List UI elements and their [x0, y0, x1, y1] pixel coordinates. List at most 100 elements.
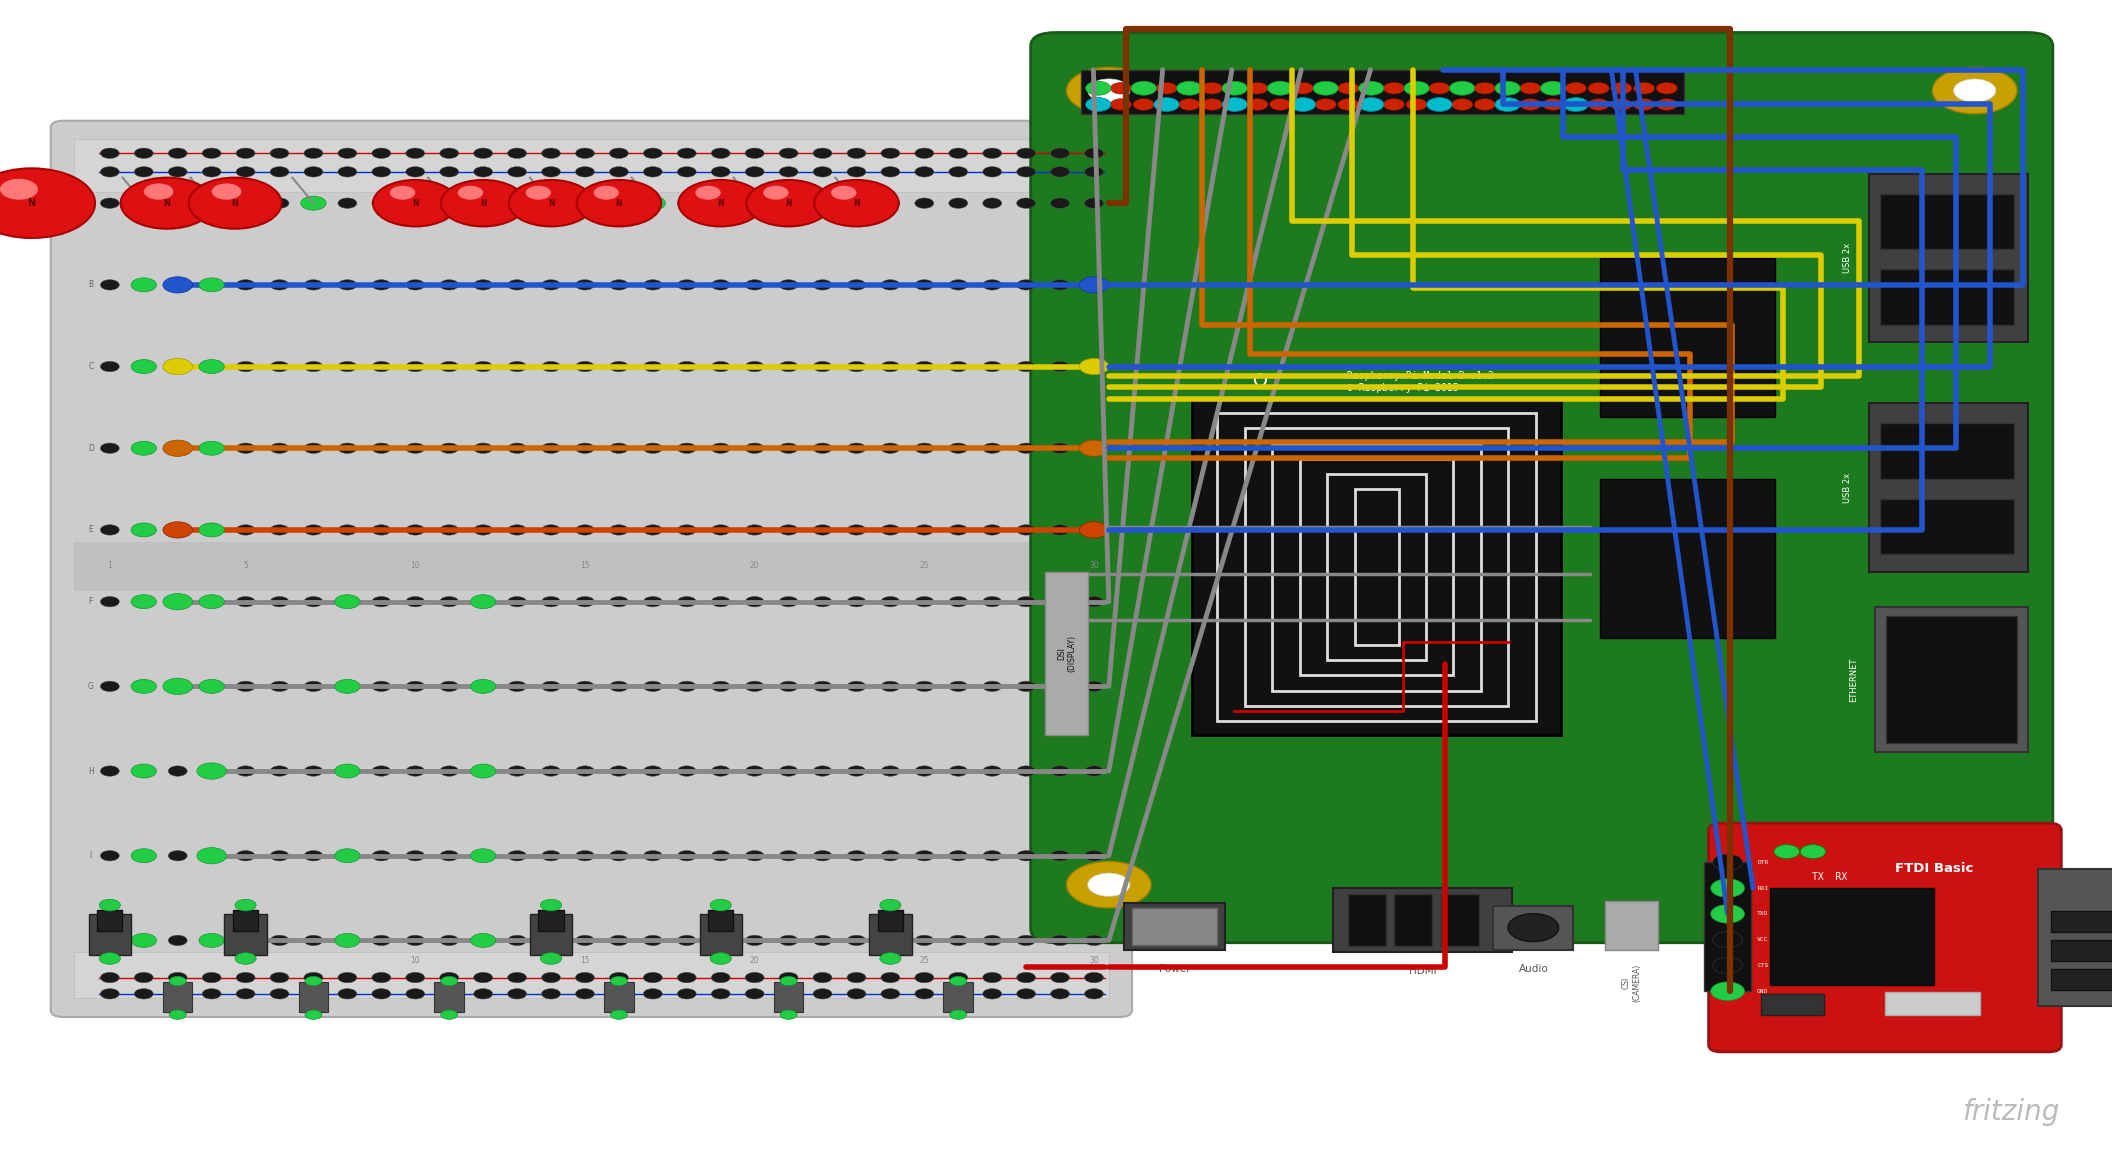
Circle shape: [847, 525, 866, 535]
Circle shape: [1016, 766, 1035, 777]
Circle shape: [334, 933, 359, 947]
Circle shape: [439, 973, 458, 982]
Circle shape: [169, 1010, 186, 1019]
Circle shape: [270, 766, 289, 777]
Circle shape: [101, 444, 118, 454]
Circle shape: [471, 933, 496, 947]
Circle shape: [1050, 444, 1069, 454]
Circle shape: [270, 973, 289, 982]
Circle shape: [473, 197, 492, 209]
Circle shape: [1086, 361, 1102, 372]
Circle shape: [746, 973, 765, 982]
Bar: [1875, 607, 2028, 752]
Circle shape: [270, 597, 289, 607]
Circle shape: [169, 976, 186, 986]
Circle shape: [131, 441, 156, 455]
Circle shape: [304, 851, 323, 861]
Circle shape: [203, 280, 222, 290]
Circle shape: [1428, 98, 1453, 111]
Circle shape: [169, 166, 188, 176]
Circle shape: [678, 936, 697, 945]
Circle shape: [982, 988, 1001, 998]
Circle shape: [101, 973, 118, 982]
Circle shape: [948, 936, 967, 945]
Circle shape: [304, 280, 323, 290]
Circle shape: [1358, 98, 1383, 111]
Circle shape: [1633, 82, 1654, 94]
Circle shape: [406, 597, 425, 607]
Circle shape: [237, 988, 256, 998]
Circle shape: [746, 682, 765, 692]
Text: N: N: [412, 199, 418, 208]
Circle shape: [741, 196, 767, 210]
Circle shape: [439, 988, 458, 998]
Circle shape: [135, 682, 154, 692]
Circle shape: [948, 525, 967, 535]
Circle shape: [199, 679, 224, 693]
Circle shape: [507, 444, 526, 454]
Circle shape: [199, 196, 224, 210]
Circle shape: [338, 988, 357, 998]
Circle shape: [99, 953, 120, 965]
Circle shape: [644, 361, 663, 372]
Circle shape: [779, 682, 798, 692]
Circle shape: [1079, 440, 1109, 456]
Bar: [1440, 894, 1478, 946]
Circle shape: [813, 973, 832, 982]
Bar: [1191, 399, 1561, 735]
Circle shape: [982, 197, 1001, 209]
Circle shape: [914, 766, 934, 777]
Text: TX  RX: TX RX: [1812, 872, 1846, 882]
Circle shape: [304, 525, 323, 535]
Circle shape: [779, 766, 798, 777]
Circle shape: [1050, 597, 1069, 607]
Circle shape: [372, 166, 391, 176]
Circle shape: [813, 361, 832, 372]
Text: I: I: [89, 851, 93, 860]
Bar: [224, 915, 266, 956]
Circle shape: [813, 147, 832, 158]
Bar: [1601, 478, 1774, 637]
Circle shape: [1497, 82, 1519, 94]
Circle shape: [541, 444, 560, 454]
Bar: [1326, 474, 1426, 661]
Circle shape: [541, 953, 562, 965]
Circle shape: [237, 361, 256, 372]
Circle shape: [338, 936, 357, 945]
Circle shape: [1050, 361, 1069, 372]
Circle shape: [779, 936, 798, 945]
Circle shape: [610, 851, 629, 861]
Circle shape: [813, 766, 832, 777]
Circle shape: [101, 197, 118, 209]
Circle shape: [1799, 845, 1825, 859]
Circle shape: [881, 988, 900, 998]
Circle shape: [439, 766, 458, 777]
Bar: [1045, 572, 1088, 735]
Bar: [1880, 194, 2015, 250]
Circle shape: [541, 147, 560, 158]
Circle shape: [1086, 682, 1102, 692]
Circle shape: [746, 936, 765, 945]
Circle shape: [610, 988, 629, 998]
Circle shape: [473, 973, 492, 982]
Circle shape: [1269, 99, 1290, 110]
Circle shape: [914, 361, 934, 372]
Circle shape: [135, 936, 154, 945]
Circle shape: [131, 522, 156, 536]
Circle shape: [473, 147, 492, 158]
Circle shape: [372, 682, 391, 692]
Bar: [1770, 888, 1935, 985]
Circle shape: [610, 976, 627, 986]
Bar: [1244, 428, 1508, 706]
Circle shape: [712, 597, 731, 607]
Circle shape: [406, 766, 425, 777]
Circle shape: [338, 597, 357, 607]
Bar: [1704, 863, 1751, 991]
Circle shape: [237, 197, 256, 209]
Circle shape: [541, 597, 560, 607]
Circle shape: [1050, 851, 1069, 861]
Circle shape: [439, 166, 458, 176]
Circle shape: [473, 166, 492, 176]
Circle shape: [948, 973, 967, 982]
Circle shape: [1713, 983, 1742, 1000]
